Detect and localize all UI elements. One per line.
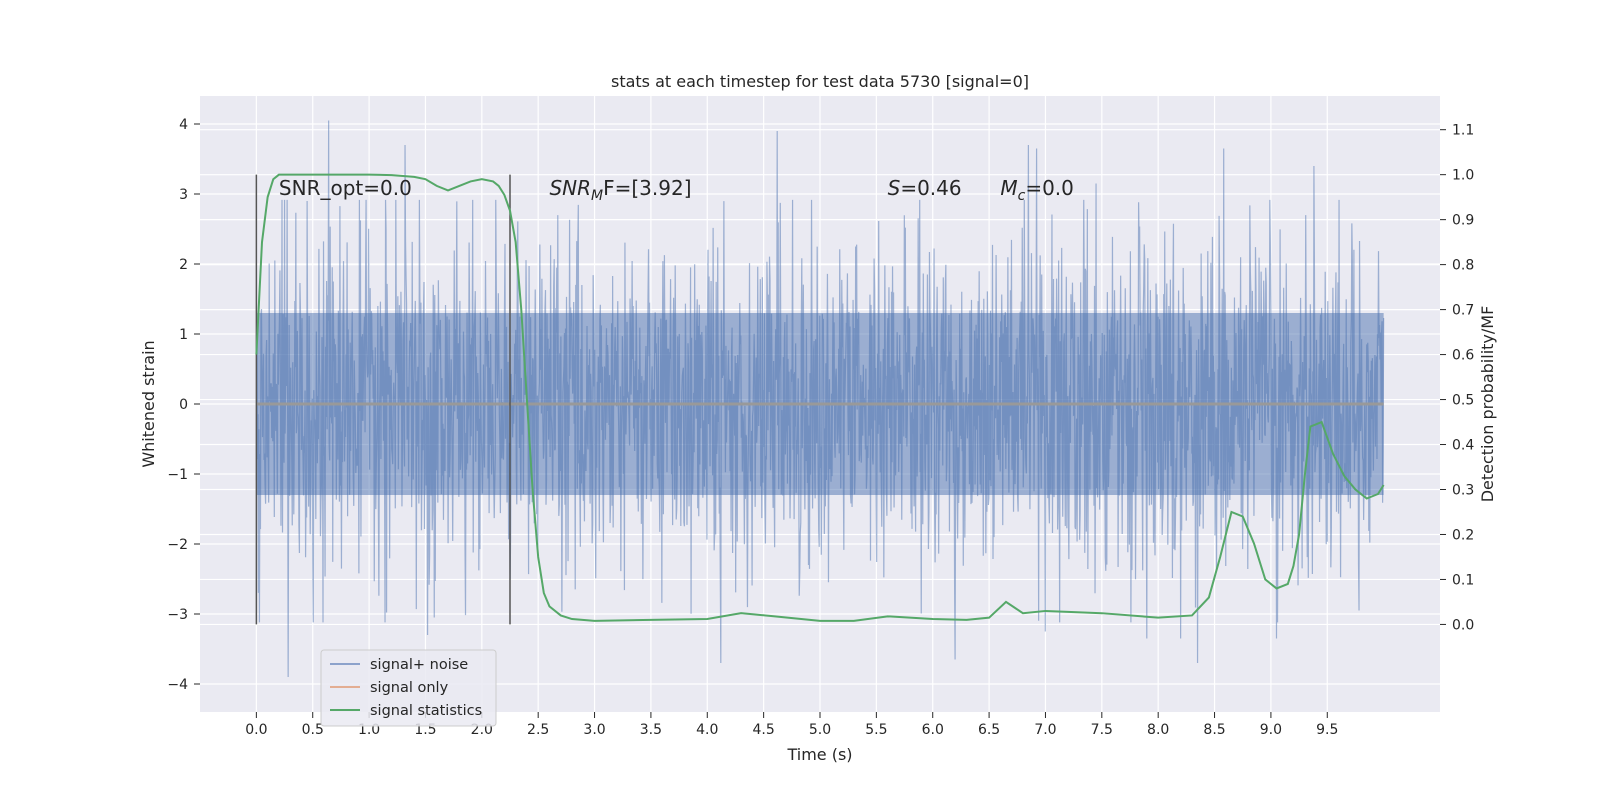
- legend-label-statistics: signal statistics: [370, 703, 482, 719]
- x-tick-label: 6.0: [922, 722, 944, 738]
- y-right-tick-label: 1.1: [1452, 123, 1474, 139]
- x-tick-label: 5.0: [809, 722, 831, 738]
- annotation-label: S=0.46: [888, 176, 962, 200]
- y-right-tick-label: 0.7: [1452, 303, 1474, 319]
- x-tick-label: 7.0: [1034, 722, 1056, 738]
- y-right-tick-label: 0.8: [1452, 258, 1474, 274]
- y-left-tick-label: −4: [167, 677, 188, 693]
- x-tick-label: 7.5: [1091, 722, 1113, 738]
- y-right-tick-label: 0.0: [1452, 617, 1474, 633]
- y-right-tick-label: 1.0: [1452, 168, 1474, 184]
- legend-label-signal-only: signal only: [370, 680, 449, 696]
- vertical-markers: [255, 174, 511, 625]
- annotations: SNR_opt=0.0 SNRMF=[3.92] S=0.46 Mc=0.0: [279, 176, 1074, 204]
- annotation-label: SNR_opt=0.0: [279, 176, 412, 200]
- x-tick-label: 4.0: [696, 722, 718, 738]
- y-axis-label-right: Detection probability/MF: [1478, 306, 1497, 503]
- x-tick-label: 4.5: [753, 722, 775, 738]
- y-right-tick-label: 0.5: [1452, 393, 1474, 409]
- x-tick-label: 8.0: [1147, 722, 1169, 738]
- y-right-tick-label: 0.1: [1452, 572, 1474, 588]
- y-left-tick-label: 2: [179, 257, 188, 273]
- x-tick-label: 9.0: [1260, 722, 1282, 738]
- x-tick-label: 3.0: [583, 722, 605, 738]
- y-right-tick-label: 0.3: [1452, 483, 1474, 499]
- y-right-tick-label: 0.9: [1452, 213, 1474, 229]
- axis-ticks: 0.0 0.5 1.0 1.5 2.0 2.5 3.0 3.5 4.0 4.5 5.0 5.5 6.0 6…: [167, 117, 1474, 738]
- y-left-tick-label: 3: [179, 187, 188, 203]
- y-right-tick-label: 0.4: [1452, 438, 1474, 454]
- x-tick-label: 8.5: [1203, 722, 1225, 738]
- x-axis-label: Time (s): [786, 745, 852, 764]
- y-left-tick-label: −3: [167, 607, 188, 623]
- chart-title: stats at each timestep for test data 573…: [611, 72, 1029, 91]
- y-axis-label-left: Whitened strain: [139, 340, 158, 467]
- y-left-tick-label: 4: [179, 117, 188, 133]
- legend-label-noise: signal+ noise: [370, 657, 468, 673]
- signal-statistics-line: [255, 173, 1385, 622]
- legend: signal+ noise signal only signal statist…: [320, 649, 497, 727]
- y-left-tick-label: −1: [167, 467, 188, 483]
- x-tick-label: 0.0: [245, 722, 267, 738]
- y-right-tick-label: 0.2: [1452, 527, 1474, 543]
- x-tick-label: 9.5: [1316, 722, 1338, 738]
- signal-noise-line: [255, 120, 1385, 678]
- y-left-tick-label: −2: [167, 537, 188, 553]
- x-tick-label: 6.5: [978, 722, 1000, 738]
- x-tick-label: 5.5: [865, 722, 887, 738]
- legend-box: [320, 649, 497, 727]
- y-left-tick-label: 1: [179, 327, 188, 343]
- y-left-tick-label: 0: [179, 397, 188, 413]
- annotation-label: SNRMF=[3.92]: [549, 176, 691, 204]
- x-tick-label: 0.5: [302, 722, 324, 738]
- annotation-label: Mc=0.0: [1000, 176, 1074, 204]
- y-right-tick-label: 0.6: [1452, 348, 1474, 364]
- x-tick-label: 3.5: [640, 722, 662, 738]
- x-tick-label: 2.5: [527, 722, 549, 738]
